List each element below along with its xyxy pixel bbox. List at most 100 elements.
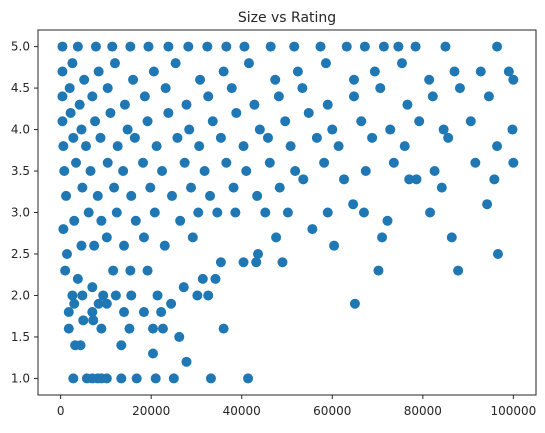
data-point [143,41,154,52]
data-point [438,124,449,135]
data-point [122,124,133,135]
data-point [151,141,162,152]
data-point [63,323,74,334]
data-point [79,74,90,85]
data-point [378,41,389,52]
data-point [130,215,141,226]
data-point [414,116,425,127]
data-point [349,74,360,85]
data-point [369,66,380,77]
data-point [160,83,171,94]
data-point [307,224,318,235]
data-point [443,132,454,143]
data-point [101,298,112,309]
data-point [126,290,137,301]
data-point [218,66,229,77]
data-point [254,124,265,135]
data-point [228,182,239,193]
data-point [271,232,282,243]
x-tick-label: 40000 [223,404,261,418]
data-point [119,307,130,318]
data-point [110,290,121,301]
data-point [348,199,359,210]
data-point [125,265,136,276]
chart-title: Size vs Rating [238,10,336,26]
data-point [145,182,156,193]
data-point [375,83,386,94]
data-point [95,132,106,143]
data-point [170,58,181,69]
data-point [102,83,113,94]
data-point [230,207,241,218]
data-point [101,232,112,243]
data-point [152,290,163,301]
y-tick-label: 3.0 [11,206,30,220]
data-point [215,257,226,268]
data-point [168,373,179,384]
y-tick-label: 4.0 [11,123,30,137]
data-point [508,74,519,85]
data-point [186,182,197,193]
data-point [319,157,330,168]
data-point [396,58,407,69]
data-point [221,41,232,52]
data-point [61,248,72,259]
data-point [75,340,86,351]
data-point [492,141,503,152]
data-point [172,132,183,143]
data-point [382,215,393,226]
data-point [183,41,194,52]
data-point [67,58,78,69]
data-point [150,373,161,384]
data-point [116,340,127,351]
data-point [193,207,204,218]
data-point [131,373,142,384]
y-tick-label: 2.0 [11,288,30,302]
data-point [149,207,160,218]
data-point [239,41,250,52]
data-point [503,66,514,77]
data-point [292,66,303,77]
x-tick-label: 20000 [132,404,170,418]
data-point [93,298,104,309]
data-point [243,373,254,384]
data-point [58,224,69,235]
data-point [175,215,186,226]
y-tick-label: 5.0 [11,40,30,54]
data-point [167,190,178,201]
data-point [109,58,120,69]
data-point [210,273,221,284]
data-point [174,331,185,342]
data-point [77,182,88,193]
data-point [194,141,205,152]
data-point [410,41,421,52]
data-point [449,66,460,77]
data-point [116,373,127,384]
x-tick-label: 60000 [313,404,351,418]
data-point [339,174,350,185]
data-point [58,141,69,152]
data-point [327,124,338,135]
x-tick-label: 80000 [404,404,442,418]
data-point [57,66,68,77]
data-point [238,257,249,268]
data-point [93,66,104,77]
data-point [492,41,503,52]
data-point [440,41,451,52]
data-point [367,132,378,143]
data-point [159,240,170,251]
x-tick-label: 100000 [490,404,536,418]
data-point [226,83,237,94]
data-point [57,116,68,127]
data-point [88,315,99,326]
data-point [119,240,130,251]
data-point [427,91,438,102]
data-point [260,207,271,218]
data-point [92,190,103,201]
data-point [483,91,494,102]
data-point [124,323,135,334]
data-point [285,141,296,152]
data-point [298,174,309,185]
y-tick-label: 4.5 [11,81,30,95]
data-point [282,207,293,218]
